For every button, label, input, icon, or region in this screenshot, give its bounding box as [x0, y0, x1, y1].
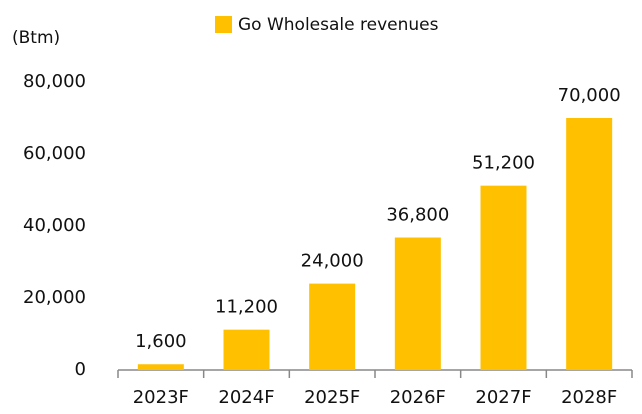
y-axis-label: (Btm) [12, 28, 60, 48]
bar [309, 283, 356, 370]
bar [137, 364, 184, 370]
x-tick-label: 2026F [390, 387, 446, 408]
bar [223, 329, 270, 370]
x-tick-label: 2024F [218, 387, 274, 408]
y-tick-label: 40,000 [23, 215, 86, 236]
data-label: 70,000 [558, 85, 621, 106]
data-label: 24,000 [301, 251, 364, 272]
bar [394, 237, 441, 370]
x-tick-label: 2025F [304, 387, 360, 408]
bar [480, 185, 527, 370]
legend-label: Go Wholesale revenues [238, 15, 439, 35]
y-tick-label: 20,000 [23, 287, 86, 308]
data-label: 51,200 [472, 153, 535, 174]
y-tick-label: 80,000 [23, 71, 86, 92]
legend-swatch [215, 16, 232, 33]
data-label: 1,600 [135, 331, 187, 352]
y-tick-label: 60,000 [23, 143, 86, 164]
x-tick-label: 2023F [133, 387, 189, 408]
data-label: 11,200 [215, 297, 278, 318]
x-tick-label: 2028F [561, 387, 617, 408]
x-tick-label: 2027F [475, 387, 531, 408]
data-label: 36,800 [386, 205, 449, 226]
bar [566, 118, 613, 370]
y-tick-label: 0 [75, 359, 86, 380]
